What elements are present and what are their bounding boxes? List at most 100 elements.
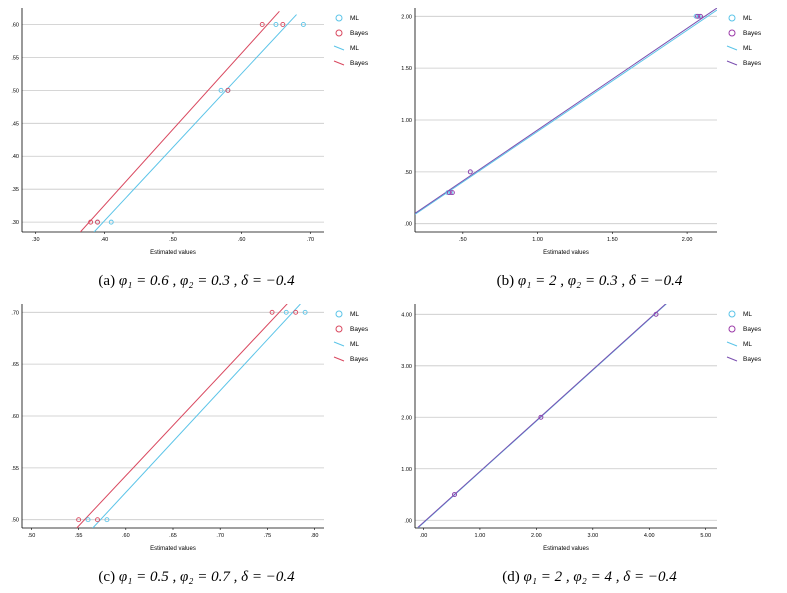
data-point-ml xyxy=(85,517,91,523)
legend-label: ML xyxy=(743,15,752,22)
legend-line xyxy=(726,45,738,51)
legend-label: Bayes xyxy=(350,356,369,363)
data-point-bayes xyxy=(653,311,659,317)
legend-label: Bayes xyxy=(350,60,369,67)
data-point-bayes xyxy=(293,309,299,315)
data-point-ml xyxy=(104,517,110,523)
legend-label: Bayes xyxy=(743,60,762,67)
x-tick-label: .30 xyxy=(32,237,40,243)
legend-line xyxy=(726,60,738,66)
y-tick-label: 1.00 xyxy=(401,467,412,473)
x-tick-label: .65 xyxy=(169,533,177,539)
legend-label: ML xyxy=(350,341,359,348)
x-tick-label: .70 xyxy=(306,237,314,243)
data-point-bayes xyxy=(95,219,100,225)
fit-line-bayes xyxy=(417,304,667,528)
x-tick-label: .50 xyxy=(28,533,36,539)
chart-panel-b: .00 .50 1.00 1.50 2.00 .50 1.00 1.50 2.00 Estimat… xyxy=(393,0,786,296)
data-point-bayes xyxy=(698,13,704,19)
caption-label: (d) xyxy=(502,569,520,585)
plot-area xyxy=(417,304,667,528)
legend-label: ML xyxy=(743,341,752,348)
legend-line xyxy=(333,45,345,51)
x-tick-label: 2.00 xyxy=(531,533,542,539)
y-tick-label: .45 xyxy=(11,121,19,127)
x-tick-label: 5.00 xyxy=(700,533,711,539)
x-tick-label: .50 xyxy=(169,237,177,243)
y-tick-label: 3.00 xyxy=(401,364,412,370)
caption-text: φ₁ = 2 , φ₂ = 0.3 , δ = −0.4 xyxy=(517,273,683,289)
y-tick-label: .30 xyxy=(11,220,19,226)
x-axis-label: Estimated values xyxy=(543,250,589,256)
data-point-ml xyxy=(273,22,279,27)
data-point-ml xyxy=(283,309,289,315)
legend-marker xyxy=(728,29,736,37)
legend-marker xyxy=(335,14,343,22)
fit-line-ml xyxy=(415,9,717,215)
caption-text: φ₁ = 0.6 , φ₂ = 0.3 , δ = −0.4 xyxy=(118,273,295,289)
legend-marker xyxy=(335,325,343,333)
x-tick-label: 1.00 xyxy=(532,237,543,243)
y-tick-label: .55 xyxy=(11,466,19,472)
legend-marker xyxy=(335,29,343,37)
data-point-bayes xyxy=(280,22,286,27)
data-point-bayes xyxy=(88,219,94,225)
legend-label: Bayes xyxy=(743,326,762,333)
chart-svg-a: .30 .35 .40 .45 .50 .55 .60 .30 .40 .50 .60 .70 Esti… xyxy=(11,8,369,256)
y-tick-label: .00 xyxy=(404,518,412,524)
y-tick-label: 4.00 xyxy=(401,312,412,318)
y-tick-label: 2.00 xyxy=(401,14,412,20)
legend-label: Bayes xyxy=(350,30,369,37)
chart-caption-c: (c) φ₁ = 0.5 , φ₂ = 0.7 , δ = −0.4 xyxy=(0,569,393,586)
legend-label: ML xyxy=(350,311,359,318)
x-tick-label: .00 xyxy=(420,533,428,539)
fit-line-bayes xyxy=(79,10,280,232)
y-tick-label: .35 xyxy=(11,187,19,193)
fit-line-bayes xyxy=(76,304,288,528)
y-tick-label: .50 xyxy=(11,88,19,94)
x-tick-label: 3.00 xyxy=(587,533,598,539)
fit-line-bayes xyxy=(415,8,717,214)
x-tick-label: .50 xyxy=(459,237,467,243)
data-point-ml xyxy=(218,87,224,93)
caption-label: (c) xyxy=(98,569,116,585)
data-point-bayes xyxy=(467,169,473,175)
data-point-ml xyxy=(300,22,306,27)
chart-caption-d: (d) φ₁ = 2 , φ₂ = 4 , δ = −0.4 xyxy=(393,569,786,586)
y-tick-label: .40 xyxy=(11,154,19,160)
x-tick-label: .75 xyxy=(264,533,272,539)
legend-line xyxy=(726,341,738,347)
x-tick-label: .60 xyxy=(122,533,130,539)
legend-label: Bayes xyxy=(743,30,762,37)
data-point-bayes xyxy=(259,22,265,27)
data-point-bayes xyxy=(449,190,455,196)
data-point-bayes xyxy=(538,414,544,420)
data-point-ml xyxy=(302,309,308,315)
y-tick-label: .60 xyxy=(11,22,19,28)
y-tick-label: .60 xyxy=(11,414,19,420)
caption-text: φ₁ = 2 , φ₂ = 4 , δ = −0.4 xyxy=(523,569,677,585)
chart-caption-a: (a) φ₁ = 0.6 , φ₂ = 0.3 , δ = −0.4 xyxy=(0,273,393,290)
legend-label: ML xyxy=(743,45,752,52)
y-tick-label: 1.50 xyxy=(401,66,412,72)
x-tick-label: .80 xyxy=(311,533,319,539)
y-tick-label: .00 xyxy=(404,222,412,228)
chart-caption-b: (b) φ₁ = 2 , φ₂ = 0.3 , δ = −0.4 xyxy=(393,273,786,290)
y-tick-label: 1.00 xyxy=(401,118,412,124)
data-point-ml xyxy=(445,190,451,196)
plot-area xyxy=(79,10,306,232)
fit-line-ml xyxy=(92,304,301,528)
legend-line xyxy=(333,341,345,347)
caption-label: (a) xyxy=(98,273,116,289)
data-point-ml xyxy=(448,190,454,196)
x-tick-label: 2.00 xyxy=(682,237,693,243)
plot-area xyxy=(415,8,717,215)
y-tick-label: .55 xyxy=(11,55,19,61)
chart-svg-c: .50 .55 .60 .65 .70 .50 .55 .60 .65 .70 .75 .80 Esti… xyxy=(11,304,369,552)
x-axis-label: Estimated values xyxy=(150,250,196,256)
chart-svg-b: .00 .50 1.00 1.50 2.00 .50 1.00 1.50 2.00 Estimat… xyxy=(401,8,762,256)
data-point-bayes xyxy=(225,87,231,93)
x-axis-label: Estimated values xyxy=(543,546,589,552)
x-tick-label: .55 xyxy=(75,533,83,539)
fit-line-ml xyxy=(93,14,297,232)
